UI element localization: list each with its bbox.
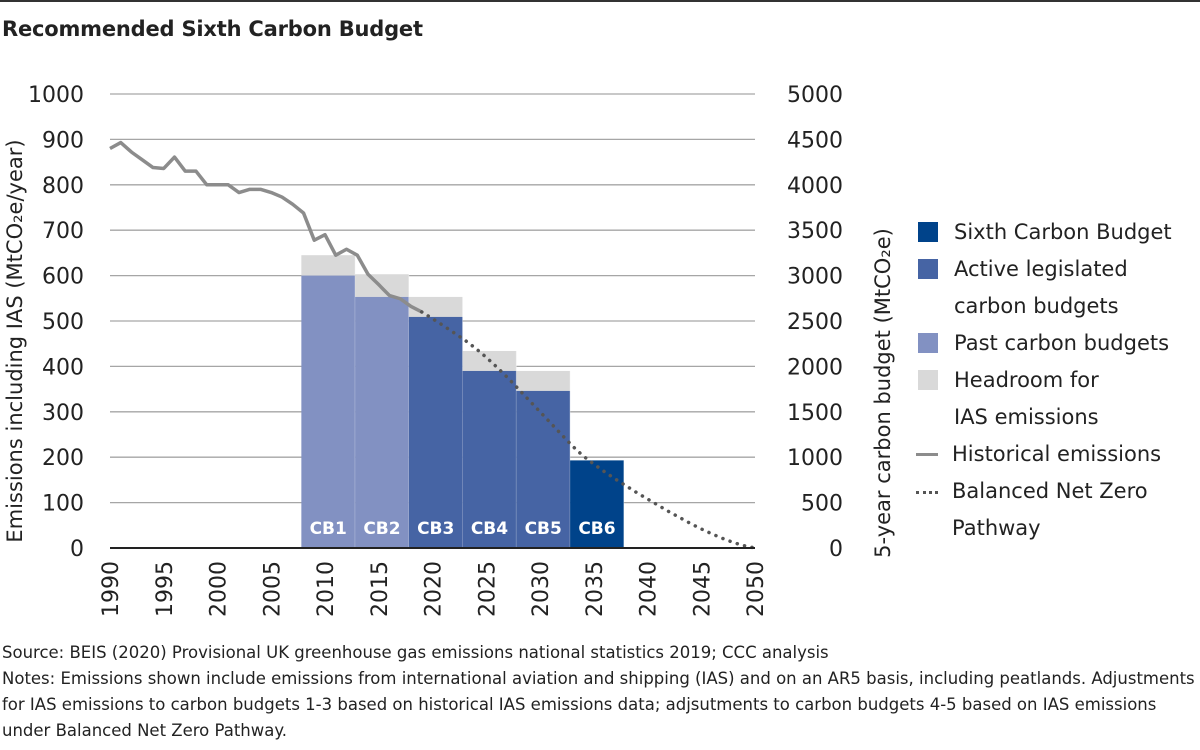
y-tick-label: 900 <box>42 128 84 153</box>
budget-bar <box>462 370 517 548</box>
budget-bar <box>355 296 409 548</box>
footer: Source: BEIS (2020) Provisional UK green… <box>2 640 1197 744</box>
y-right-tick-label: 1500 <box>787 401 843 426</box>
x-tick-label: 2020 <box>422 561 447 617</box>
budget-bars: CB1 CB2 CB3 CB4 CB5 CB6 <box>301 255 625 548</box>
legend-item-past-budgets: Past carbon budgets <box>916 325 1200 362</box>
chart-area: CB1 CB2 CB3 CB4 CB5 CB6 0 0 100 500 200 1000 300 150… <box>3 83 895 617</box>
x-tick-label: 2025 <box>475 561 500 617</box>
budget-label: CB4 <box>471 519 508 539</box>
x-tick-label: 1995 <box>153 561 178 617</box>
legend-item-sixth-carbon-budget: Sixth Carbon Budget <box>916 214 1200 251</box>
y-right-tick-label: 500 <box>801 492 843 517</box>
legend-label: Past carbon budgets <box>954 331 1170 355</box>
y-tick-label: 200 <box>42 446 84 471</box>
y-right-tick-label: 3000 <box>787 265 843 290</box>
legend-item-pathway: Balanced Net Zero Pathway <box>916 473 1200 547</box>
x-tick-label: 2040 <box>637 561 662 617</box>
budget-label: CB1 <box>310 519 347 539</box>
headroom-bar <box>408 296 463 317</box>
y-right-tick-label: 4500 <box>787 128 843 153</box>
y-right-axis-title: 5-year carbon budget (MtCO₂e) <box>871 228 895 558</box>
legend: Sixth Carbon Budget Active legislated ca… <box>916 214 1200 547</box>
x-tick-label: 1990 <box>99 561 124 617</box>
headroom-bar <box>301 255 356 276</box>
legend-label: Historical emissions <box>952 442 1162 466</box>
y-right-tick-label: 2500 <box>787 310 843 335</box>
budget-bar <box>301 275 356 548</box>
legend-swatch-headroom <box>918 370 938 390</box>
y-tick-label: 300 <box>42 401 84 426</box>
legend-label: Balanced Net Zero Pathway <box>952 479 1148 540</box>
legend-item-headroom: Headroom for IAS emissions <box>916 362 1200 436</box>
budget-label: CB2 <box>363 519 400 539</box>
legend-item-active-budgets: Active legislated carbon budgets <box>916 251 1200 325</box>
y-right-tick-label: 4000 <box>787 174 843 199</box>
x-tick-label: 2035 <box>583 561 608 617</box>
y-right-tick-label: 3500 <box>787 219 843 244</box>
source-note: Source: BEIS (2020) Provisional UK green… <box>2 643 829 662</box>
headroom-bar <box>516 370 571 391</box>
budget-label: CB5 <box>525 519 562 539</box>
budget-label: CB3 <box>417 519 454 539</box>
legend-line-historical <box>916 453 938 456</box>
net-zero-pathway-line <box>420 310 757 550</box>
budget-bar <box>570 460 624 548</box>
x-tick-label: 2005 <box>260 561 285 617</box>
y-tick-label: 0 <box>70 537 84 562</box>
y-tick-label: 600 <box>42 265 84 290</box>
legend-item-historical: Historical emissions <box>916 436 1200 473</box>
budget-label: CB6 <box>578 519 615 539</box>
legend-dots-pathway <box>916 491 938 494</box>
x-tick-label: 2000 <box>207 561 232 617</box>
emission-lines <box>109 140 757 550</box>
x-tick-label: 2010 <box>314 561 339 617</box>
legend-label: Sixth Carbon Budget <box>954 220 1172 244</box>
y-right-tick-label: 5000 <box>787 83 843 108</box>
gridlines <box>110 93 755 504</box>
x-tick-label: 2015 <box>368 561 393 617</box>
chart-title: Recommended Sixth Carbon Budget <box>2 17 423 41</box>
y-axis-title: Emissions including IAS (MtCO₂e/year) <box>3 139 27 542</box>
y-right-tick-label: 2000 <box>787 355 843 380</box>
top-rule <box>0 0 1200 2</box>
y-tick-label: 800 <box>42 174 84 199</box>
legend-label: Active legislated carbon budgets <box>954 257 1128 318</box>
axes: 0 0 100 500 200 1000 300 1500 400 2000 500 2500 600 3… <box>3 83 895 617</box>
y-tick-label: 1000 <box>28 83 84 108</box>
x-tick-label: 2050 <box>744 561 769 617</box>
legend-swatch-past <box>918 333 938 353</box>
budget-bar <box>408 316 463 548</box>
budget-bar <box>516 390 571 548</box>
legend-label: Headroom for IAS emissions <box>954 368 1099 429</box>
x-tick-label: 2045 <box>690 561 715 617</box>
y-tick-label: 400 <box>42 355 84 380</box>
legend-swatch-active <box>918 259 938 279</box>
legend-swatch-sixth <box>918 222 938 242</box>
notes: Notes: Emissions shown include emissions… <box>2 669 1195 740</box>
y-tick-label: 500 <box>42 310 84 335</box>
y-tick-label: 700 <box>42 219 84 244</box>
historical-emissions-line <box>109 140 423 314</box>
x-tick-label: 2030 <box>529 561 554 617</box>
y-right-tick-label: 1000 <box>787 446 843 471</box>
y-right-tick-label: 0 <box>829 537 843 562</box>
y-tick-label: 100 <box>42 492 84 517</box>
